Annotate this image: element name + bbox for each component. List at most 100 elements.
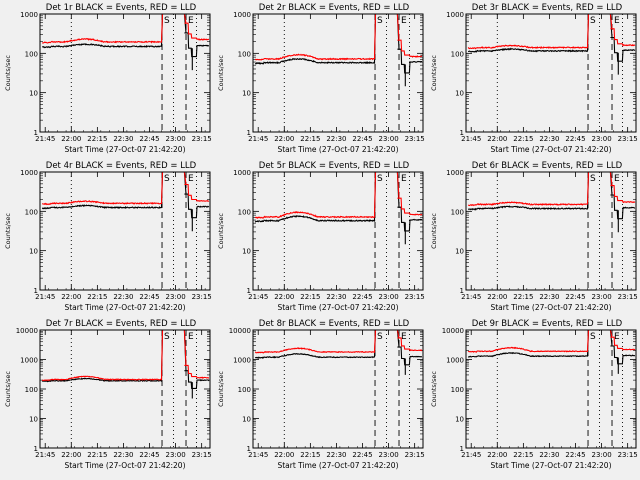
marker-label: E: [188, 174, 194, 184]
x-tick-label: 22:45: [139, 293, 159, 301]
chart-title: Det 3r BLACK = Events, RED = LLD: [472, 3, 623, 13]
x-tick-label: 22:15: [300, 451, 320, 459]
marker-label: E: [188, 332, 194, 342]
x-axis-label: Start Time (27-Oct-07 21:42:20): [277, 303, 398, 312]
y-tick-label: 10: [29, 248, 38, 256]
plot-frame: [465, 171, 637, 291]
y-tick-label: 100: [238, 386, 251, 394]
y-tick-label: 100: [451, 50, 464, 58]
y-tick-label: 1: [460, 445, 464, 453]
chart-title: Det 2r BLACK = Events, RED = LLD: [259, 3, 410, 13]
marker-label: S: [164, 174, 170, 184]
x-tick-label: 21:45: [461, 451, 481, 459]
x-tick-label: 22:30: [326, 451, 346, 459]
x-tick-label: 21:45: [461, 135, 481, 143]
marker-label: S: [164, 332, 170, 342]
series-line-events: [468, 13, 636, 75]
marker-label: S: [377, 332, 383, 342]
marker-label: S: [377, 174, 383, 184]
x-tick-label: 22:15: [513, 451, 533, 459]
x-axis-label: Start Time (27-Oct-07 21:42:20): [64, 145, 185, 154]
x-tick-label: 22:30: [539, 135, 559, 143]
y-tick-label: 10: [29, 416, 38, 424]
y-tick-label: 1000: [446, 11, 464, 19]
y-tick-label: 1: [460, 287, 464, 295]
x-axis-label: Start Time (27-Oct-07 21:42:20): [277, 145, 398, 154]
x-tick-label: 23:00: [378, 451, 398, 459]
marker-label: E: [614, 332, 620, 342]
marker-label: S: [590, 332, 596, 342]
x-tick-label: 22:00: [61, 451, 81, 459]
y-tick-label: 1: [247, 287, 251, 295]
x-tick-label: 22:30: [539, 451, 559, 459]
x-tick-label: 22:15: [513, 135, 533, 143]
x-tick-label: 23:00: [165, 135, 185, 143]
marker-label: E: [401, 332, 407, 342]
x-axis-label: Start Time (27-Oct-07 21:42:20): [64, 303, 185, 312]
x-tick-label: 23:00: [591, 293, 611, 301]
series-line-lld: [467, 171, 636, 207]
x-tick-label: 22:30: [326, 293, 346, 301]
x-tick-label: 22:30: [113, 135, 133, 143]
x-tick-label: 22:45: [352, 451, 372, 459]
y-axis-label: Counts/sec: [217, 371, 225, 407]
series-line-lld: [254, 13, 422, 61]
series-line-lld: [41, 329, 209, 381]
y-tick-label: 100: [451, 386, 464, 394]
y-tick-label: 10000: [229, 327, 251, 335]
series-line-lld: [254, 329, 423, 354]
chart-title: Det 4r BLACK = Events, RED = LLD: [46, 161, 197, 171]
y-tick-label: 100: [238, 208, 251, 216]
x-tick-label: 23:15: [192, 451, 212, 459]
chart-title: Det 8r BLACK = Events, RED = LLD: [259, 319, 410, 329]
x-tick-label: 22:30: [539, 293, 559, 301]
x-tick-label: 23:15: [405, 451, 425, 459]
chart-title: Det 9r BLACK = Events, RED = LLD: [472, 319, 623, 329]
series-line-events: [41, 171, 210, 232]
y-axis-label: Counts/sec: [430, 371, 438, 407]
x-tick-label: 22:00: [274, 293, 294, 301]
x-tick-label: 22:00: [487, 293, 507, 301]
y-tick-label: 10: [455, 248, 464, 256]
y-tick-label: 1000: [233, 169, 251, 177]
x-tick-label: 21:45: [35, 293, 55, 301]
chart-panel-9: Det 9r BLACK = Events, RED = LLD Counts/s…: [430, 319, 638, 470]
y-tick-label: 100: [451, 208, 464, 216]
x-tick-label: 22:45: [565, 135, 585, 143]
chart-title: Det 5r BLACK = Events, RED = LLD: [259, 161, 410, 171]
y-tick-label: 100: [238, 50, 251, 58]
x-tick-label: 21:45: [248, 293, 268, 301]
x-tick-label: 23:00: [378, 293, 398, 301]
chart-title: Det 7r BLACK = Events, RED = LLD: [46, 319, 197, 329]
x-tick-label: 22:15: [300, 293, 320, 301]
plot-frame: [465, 329, 637, 449]
y-axis-label: Counts/sec: [430, 55, 438, 91]
x-tick-label: 22:15: [87, 293, 107, 301]
y-axis-label: Counts/sec: [4, 55, 12, 91]
x-tick-label: 23:00: [165, 293, 185, 301]
y-tick-label: 1: [34, 445, 38, 453]
x-tick-label: 21:45: [461, 293, 481, 301]
x-tick-label: 23:15: [618, 135, 638, 143]
plot-frame: [39, 13, 211, 133]
chart-panel-6: Det 6r BLACK = Events, RED = LLD Counts/s…: [430, 161, 638, 312]
series-line-events: [467, 329, 636, 374]
x-tick-label: 23:00: [378, 135, 398, 143]
y-tick-label: 10000: [16, 327, 38, 335]
series-line-events: [254, 13, 422, 87]
x-tick-label: 22:45: [139, 451, 159, 459]
x-tick-label: 22:15: [513, 293, 533, 301]
x-tick-label: 22:00: [487, 451, 507, 459]
x-tick-label: 22:00: [487, 135, 507, 143]
y-tick-label: 1000: [446, 169, 464, 177]
chart-panel-1: Det 1r BLACK = Events, RED = LLD Counts/s…: [4, 3, 212, 154]
y-tick-label: 10: [455, 416, 464, 424]
y-tick-label: 1000: [20, 357, 38, 365]
series-line-events: [254, 171, 423, 245]
plot-frame: [39, 329, 211, 449]
y-axis-label: Counts/sec: [430, 213, 438, 249]
chart-title: Det 6r BLACK = Events, RED = LLD: [472, 161, 623, 171]
series-line-lld: [254, 171, 423, 220]
chart-panel-4: Det 4r BLACK = Events, RED = LLD Counts/s…: [4, 161, 212, 312]
y-tick-label: 1: [247, 129, 251, 137]
